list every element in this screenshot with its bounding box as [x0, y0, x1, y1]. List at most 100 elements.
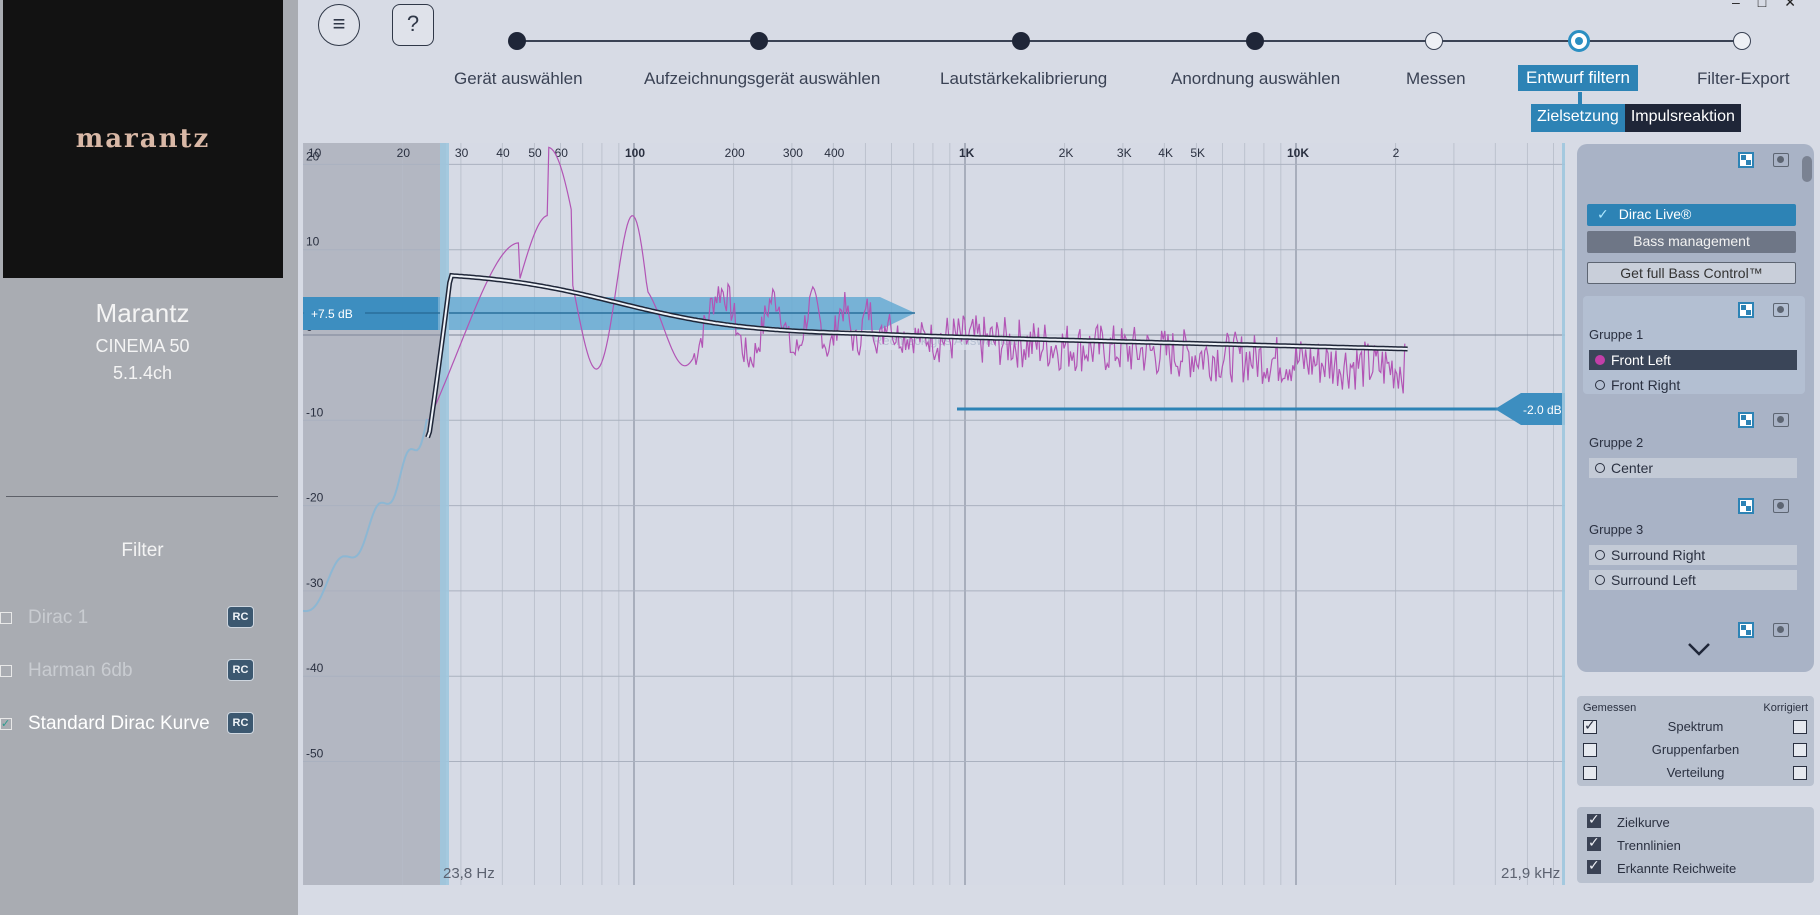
rc-badge[interactable]: RC	[227, 659, 254, 681]
x-tick-label: 3K	[1117, 146, 1132, 160]
detected-range-checkbox[interactable]	[1587, 857, 1601, 874]
separators-checkbox[interactable]	[1587, 834, 1601, 851]
channel-center[interactable]: Center	[1589, 458, 1797, 478]
curve-toggles-panel: Zielkurve Trennlinien Erkannte Reichweit…	[1577, 807, 1814, 883]
step-label-volume-calibration[interactable]: Lautstärkekalibrierung	[940, 69, 1108, 88]
step-label-filter-export[interactable]: Filter-Export	[1697, 69, 1790, 88]
x-tick-label: 1K	[959, 146, 975, 160]
filter-item-harman-6db[interactable]: Harman 6db RC	[0, 657, 290, 687]
rc-badge[interactable]: RC	[227, 712, 254, 734]
channel-color-dot	[1595, 463, 1605, 473]
step-dot-5[interactable]	[1425, 32, 1443, 50]
visibility-icon[interactable]	[1773, 623, 1789, 637]
visibility-icon[interactable]	[1773, 413, 1789, 427]
x-tick-label: 200	[725, 146, 745, 160]
visibility-icon[interactable]	[1773, 303, 1789, 317]
low-gain-arrow[interactable]	[303, 297, 365, 330]
measured-response-curve	[428, 146, 1406, 421]
step-dot-6[interactable]	[1568, 30, 1590, 52]
step-dot-7[interactable]	[1733, 32, 1751, 50]
filter-checkbox[interactable]	[0, 612, 12, 624]
spectrum-corrected-checkbox[interactable]	[1793, 720, 1807, 734]
distribution-measured-checkbox[interactable]	[1583, 766, 1597, 780]
channel-color-dot	[1595, 575, 1605, 585]
grid-lines	[302, 143, 1565, 885]
high-cut-marker[interactable]	[1562, 143, 1567, 885]
x-tick-label: 10K	[1287, 146, 1309, 160]
tab-target[interactable]: Zielsetzung	[1531, 104, 1625, 132]
tab-impulse-response[interactable]: Impulsreaktion	[1624, 104, 1741, 132]
group-2: Gruppe 2 Center	[1583, 404, 1805, 480]
frequency-response-chart[interactable]: 10 20 30 40 50 60 100 200 300 400 1K 2K 3K 4K 5K 10K 2 2…	[302, 143, 1567, 885]
chevron-down-icon[interactable]	[1687, 642, 1711, 656]
filter-checkbox[interactable]: ✓	[0, 718, 12, 730]
sub-tab-connector	[1578, 92, 1582, 106]
channel-label: Front Left	[1611, 352, 1671, 368]
step-dot-2[interactable]	[750, 32, 768, 50]
step-label-select-recorder[interactable]: Aufzeichnungsgerät auswählen	[644, 69, 881, 88]
group-settings-icon[interactable]	[1738, 152, 1754, 168]
step-label-select-device[interactable]: Gerät auswählen	[454, 69, 583, 88]
channel-surround-left[interactable]: Surround Left	[1589, 570, 1797, 590]
low-cut-marker[interactable]	[440, 143, 449, 885]
filter-item-standard-dirac[interactable]: ✓ Standard Dirac Kurve RC	[0, 710, 290, 740]
group-1: Gruppe 1 Front Left Front Right	[1583, 296, 1805, 394]
group-colors-corrected-checkbox[interactable]	[1793, 743, 1807, 757]
visibility-icon[interactable]	[1773, 153, 1789, 167]
distribution-corrected-checkbox[interactable]	[1793, 766, 1807, 780]
bass-management-button[interactable]: Bass management	[1587, 231, 1796, 253]
filter-heading: Filter	[121, 540, 164, 561]
target-curve-checkbox[interactable]	[1587, 811, 1601, 828]
step-dot-4[interactable]	[1246, 32, 1264, 50]
step-label-arrangement[interactable]: Anordnung auswählen	[1171, 69, 1341, 88]
wizard-progress-line	[516, 40, 1742, 42]
device-logo: marantz	[3, 0, 283, 278]
full-bass-control-button[interactable]: Get full Bass Control™	[1587, 262, 1796, 284]
filter-item-dirac-1[interactable]: Dirac 1 RC	[0, 604, 290, 634]
target-curve[interactable]	[426, 274, 1408, 438]
channel-color-dot	[1595, 355, 1605, 365]
x-tick-label: 40	[496, 146, 510, 160]
x-tick-label: 2	[1393, 146, 1400, 160]
spectrum-measured-checkbox[interactable]	[1583, 717, 1597, 734]
y-tick-label: -20	[306, 491, 324, 505]
option-label: Verteilung	[1666, 765, 1725, 780]
x-axis-ticks: 10 20 30 40 50 60 100 200 300 400 1K 2K 3K 4K 5K 10K 2	[308, 146, 1400, 160]
group-title: Gruppe 1	[1589, 327, 1644, 342]
group-colors-measured-checkbox[interactable]	[1583, 743, 1597, 757]
visibility-icon[interactable]	[1773, 499, 1789, 513]
group-settings-icon[interactable]	[1738, 622, 1754, 638]
menu-button[interactable]: ≡	[318, 4, 360, 46]
group-settings-icon[interactable]	[1738, 498, 1754, 514]
dirac-live-label: Dirac Live®	[1618, 206, 1692, 222]
step-label-measure[interactable]: Messen	[1406, 69, 1466, 88]
group-settings-icon[interactable]	[1738, 412, 1754, 428]
check-icon: ✓	[1597, 206, 1609, 222]
dirac-live-button[interactable]: ✓ Dirac Live®	[1587, 204, 1796, 226]
device-brand: Marantz	[95, 298, 190, 328]
step-dot-3[interactable]	[1012, 32, 1030, 50]
device-channels: 5.1.4ch	[112, 363, 173, 383]
x-tick-label: 60	[555, 146, 569, 160]
low-gain-label: +7.5 dB	[311, 307, 353, 321]
filter-label: Harman 6db	[28, 660, 133, 681]
channel-front-right[interactable]: Front Right	[1589, 375, 1797, 395]
high-gain-arrow[interactable]	[1495, 393, 1565, 425]
chart-background	[303, 143, 1565, 885]
channel-surround-right[interactable]: Surround Right	[1589, 545, 1797, 565]
step-dot-1[interactable]	[508, 32, 526, 50]
option-row-group-colors: Gruppenfarben	[1577, 740, 1814, 760]
x-tick-label: 2K	[1059, 146, 1074, 160]
rc-badge[interactable]: RC	[227, 606, 254, 628]
help-button[interactable]: ?	[392, 4, 434, 46]
window-controls[interactable]: –□✕	[1732, 0, 1814, 10]
step-label-filter-design[interactable]: Entwurf filtern	[1518, 65, 1638, 91]
channel-label: Front Right	[1611, 377, 1681, 393]
chart-canvas[interactable]: 10 20 30 40 50 60 100 200 300 400 1K 2K 3K 4K 5K 10K 2 2…	[302, 143, 1567, 885]
device-model: CINEMA 50	[95, 336, 190, 356]
x-tick-label: 4K	[1158, 146, 1173, 160]
scrollbar-thumb[interactable]	[1802, 156, 1812, 182]
filter-checkbox[interactable]	[0, 665, 12, 677]
group-settings-icon[interactable]	[1738, 302, 1754, 318]
channel-front-left[interactable]: Front Left	[1589, 350, 1797, 370]
